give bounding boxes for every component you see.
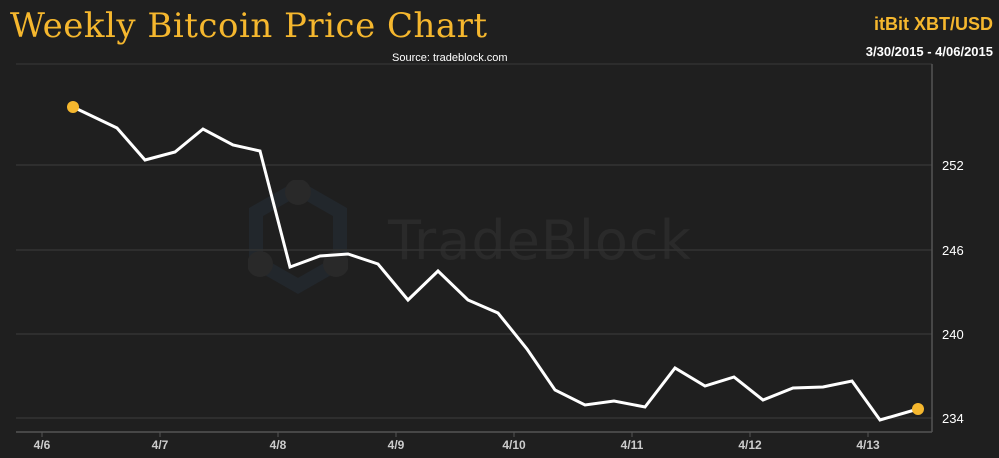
price-line xyxy=(72,105,919,422)
y-tick-label: 246 xyxy=(942,243,964,258)
x-tick-label: 4/11 xyxy=(621,438,644,452)
gridlines xyxy=(16,164,932,419)
x-tick-label: 4/13 xyxy=(856,438,880,452)
x-tick-label: 4/7 xyxy=(152,438,169,452)
source-credit: Source: tradeblock.com xyxy=(392,52,508,64)
y-tick-label: 234 xyxy=(942,411,964,426)
y-axis-labels: 234 240 246 252 xyxy=(942,158,964,426)
x-tick-label: 4/6 xyxy=(34,438,51,452)
y-tick-label: 252 xyxy=(942,158,964,173)
y-tick-label: 240 xyxy=(942,327,964,342)
start-marker xyxy=(67,101,79,113)
end-marker xyxy=(912,403,924,415)
tradeblock-hexagon-logo-icon xyxy=(248,180,348,295)
watermark-text: TradeBlock xyxy=(388,208,692,272)
x-tick-label: 4/12 xyxy=(738,438,762,452)
chart-title: Weekly Bitcoin Price Chart xyxy=(10,6,488,46)
currency-pair-label: itBit XBT/USD xyxy=(874,14,993,34)
x-tick-label: 4/8 xyxy=(270,438,287,452)
x-axis-labels: 4/6 4/7 4/8 4/9 4/10 4/11 4/12 4/13 xyxy=(34,438,880,452)
axes xyxy=(16,64,933,437)
date-range-label: 3/30/2015 - 4/06/2015 xyxy=(865,44,993,59)
x-tick-label: 4/9 xyxy=(388,438,405,452)
watermark: TradeBlock xyxy=(248,180,692,300)
x-tick-label: 4/10 xyxy=(502,438,526,452)
